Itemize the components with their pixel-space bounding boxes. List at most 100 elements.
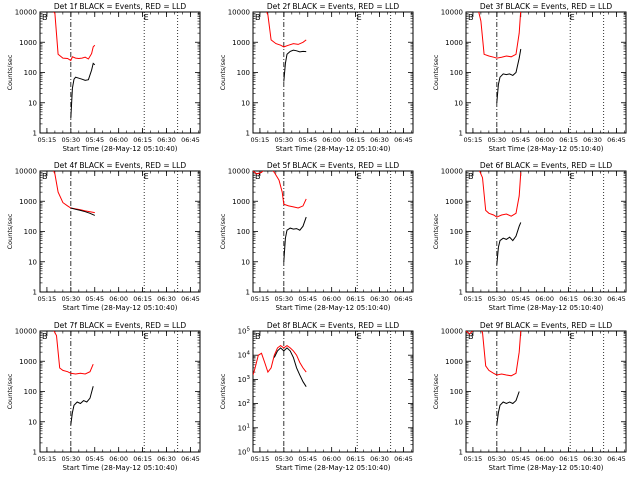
plot-frame <box>39 11 201 134</box>
y-tick-label: 100 <box>450 69 463 77</box>
x-tick-label: 05:45 <box>85 136 104 144</box>
y-tick-label: 1 <box>246 289 250 297</box>
x-tick-label: 05:15 <box>251 455 270 463</box>
x-tick-label: 05:15 <box>251 295 270 303</box>
chart-title: Det 7f BLACK = Events, RED = LLD <box>54 321 187 330</box>
chart-panel: Det 8f BLACK = Events, RED = LLD10010110… <box>219 321 414 472</box>
series-events-line <box>496 391 520 425</box>
chart-title: Det 3f BLACK = Events, RED = LLD <box>480 2 613 11</box>
y-tick-label: 1 <box>246 130 250 138</box>
y-tick-label: 1000 <box>19 39 37 47</box>
corner-label-e: E <box>144 332 149 341</box>
y-tick-label: 10000 <box>15 328 37 336</box>
x-axis-label: Start Time (28-May-12 05:10:40) <box>275 304 390 312</box>
y-axis-label: Counts/sec <box>6 213 14 249</box>
series-events-line <box>70 386 94 425</box>
y-axis-label: Counts/sec <box>6 373 14 409</box>
y-tick-base: 10 <box>238 352 247 360</box>
series-events-line <box>283 49 307 82</box>
plot-frame <box>465 330 627 453</box>
x-tick-label: 06:15 <box>346 295 365 303</box>
chart-title: Det 5f BLACK = Events, RED = LLD <box>267 161 400 170</box>
y-tick-exp: 0 <box>247 448 251 454</box>
x-tick-label: 05:30 <box>61 455 80 463</box>
x-tick-label: 05:15 <box>251 136 270 144</box>
series-lld-line <box>253 171 307 209</box>
x-axis-label: Start Time (28-May-12 05:10:40) <box>62 464 177 472</box>
y-tick-label: 1 <box>459 130 463 138</box>
x-tick-label: 05:45 <box>511 136 530 144</box>
y-tick-label: 1000 <box>232 39 250 47</box>
x-tick-label: 06:45 <box>181 295 200 303</box>
x-tick-label: 06:30 <box>370 295 389 303</box>
chart-panel: Det 6f BLACK = Events, RED = LLD 1 10 100 10… <box>432 161 627 312</box>
y-tick-label: 104 <box>238 351 251 360</box>
y-tick-base: 10 <box>238 449 247 457</box>
series-lld-line <box>53 12 96 62</box>
corner-label-b: B <box>468 172 474 181</box>
chart-title: Det 8f BLACK = Events, RED = LLD <box>267 321 400 330</box>
y-tick-label: 1000 <box>19 358 37 366</box>
y-tick-label: 1000 <box>19 198 37 206</box>
x-tick-label: 05:30 <box>487 136 506 144</box>
x-tick-label: 06:45 <box>394 295 413 303</box>
corner-label-e: E <box>570 172 575 181</box>
y-tick-label: 10 <box>454 258 463 266</box>
chart-panel: Det 7f BLACK = Events, RED = LLD 1 10 100 10… <box>6 321 201 472</box>
series-events-line <box>70 207 96 216</box>
y-tick-label: 1000 <box>445 358 463 366</box>
y-tick-label: 1 <box>459 449 463 457</box>
y-tick-label: 10 <box>28 418 37 426</box>
y-tick-label: 1000 <box>445 39 463 47</box>
y-tick-label: 1 <box>459 289 463 297</box>
y-tick-label: 1000 <box>232 198 250 206</box>
plot-frame <box>39 330 201 453</box>
x-tick-label: 06:45 <box>607 455 626 463</box>
x-tick-label: 05:30 <box>61 136 80 144</box>
y-tick-label: 10000 <box>441 9 463 17</box>
x-tick-label: 06:00 <box>322 455 341 463</box>
y-tick-label: 100 <box>24 388 37 396</box>
y-axis-label: Counts/sec <box>432 213 440 249</box>
x-tick-label: 06:30 <box>157 295 176 303</box>
y-axis-label: Counts/sec <box>219 213 227 249</box>
x-tick-label: 05:15 <box>38 455 57 463</box>
y-tick-label: 100 <box>450 388 463 396</box>
plot-frame <box>39 170 201 293</box>
x-axis-label: Start Time (28-May-12 05:10:40) <box>275 464 390 472</box>
x-tick-label: 05:15 <box>464 455 483 463</box>
x-tick-label: 06:30 <box>583 455 602 463</box>
corner-label-b: B <box>42 332 48 341</box>
x-tick-label: 05:30 <box>487 295 506 303</box>
chart-title: Det 2f BLACK = Events, RED = LLD <box>267 2 400 11</box>
y-tick-label: 10000 <box>441 168 463 176</box>
y-axis-label: Counts/sec <box>219 373 227 409</box>
y-tick-label: 100 <box>237 228 250 236</box>
series-events-line <box>273 347 307 387</box>
chart-title: Det 1f BLACK = Events, RED = LLD <box>54 2 187 11</box>
x-tick-label: 05:15 <box>464 295 483 303</box>
plot-frame <box>252 330 414 453</box>
y-tick-label: 10000 <box>441 328 463 336</box>
x-axis-label: Start Time (28-May-12 05:10:40) <box>62 304 177 312</box>
chart-panel: Det 1f BLACK = Events, RED = LLD 1 10 100 10… <box>6 2 201 153</box>
x-tick-label: 05:30 <box>274 295 293 303</box>
corner-label-b: B <box>42 172 48 181</box>
y-tick-label: 100 <box>237 69 250 77</box>
x-tick-label: 06:45 <box>181 136 200 144</box>
series-events-line <box>70 62 96 119</box>
x-tick-label: 05:30 <box>487 455 506 463</box>
x-tick-label: 06:00 <box>109 295 128 303</box>
y-tick-label: 10 <box>241 99 250 107</box>
chart-panel: Det 4f BLACK = Events, RED = LLD 1 10 100 10… <box>6 161 201 312</box>
corner-label-e: E <box>144 13 149 22</box>
chart-title: Det 4f BLACK = Events, RED = LLD <box>54 161 187 170</box>
plot-frame <box>465 11 627 134</box>
x-tick-label: 06:00 <box>535 295 554 303</box>
y-axis-label: Counts/sec <box>219 54 227 90</box>
series-events-line <box>283 216 307 262</box>
x-tick-label: 05:45 <box>85 295 104 303</box>
x-tick-label: 05:15 <box>464 136 483 144</box>
x-tick-label: 06:15 <box>133 295 152 303</box>
series-lld-line <box>253 344 307 376</box>
